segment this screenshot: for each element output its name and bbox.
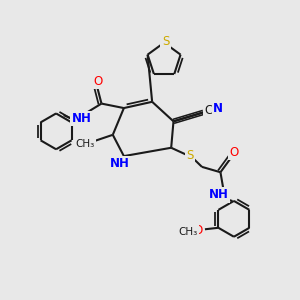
Text: CH₃: CH₃: [178, 227, 197, 237]
Text: NH: NH: [110, 157, 130, 170]
Text: S: S: [186, 149, 194, 162]
Text: NH: NH: [209, 188, 229, 201]
Text: NH: NH: [71, 112, 92, 125]
Text: C: C: [205, 104, 213, 117]
Text: S: S: [162, 35, 169, 48]
Text: O: O: [93, 75, 102, 88]
Text: CH₃: CH₃: [75, 139, 94, 149]
Text: N: N: [213, 102, 223, 115]
Text: O: O: [194, 224, 203, 237]
Text: O: O: [230, 146, 239, 159]
